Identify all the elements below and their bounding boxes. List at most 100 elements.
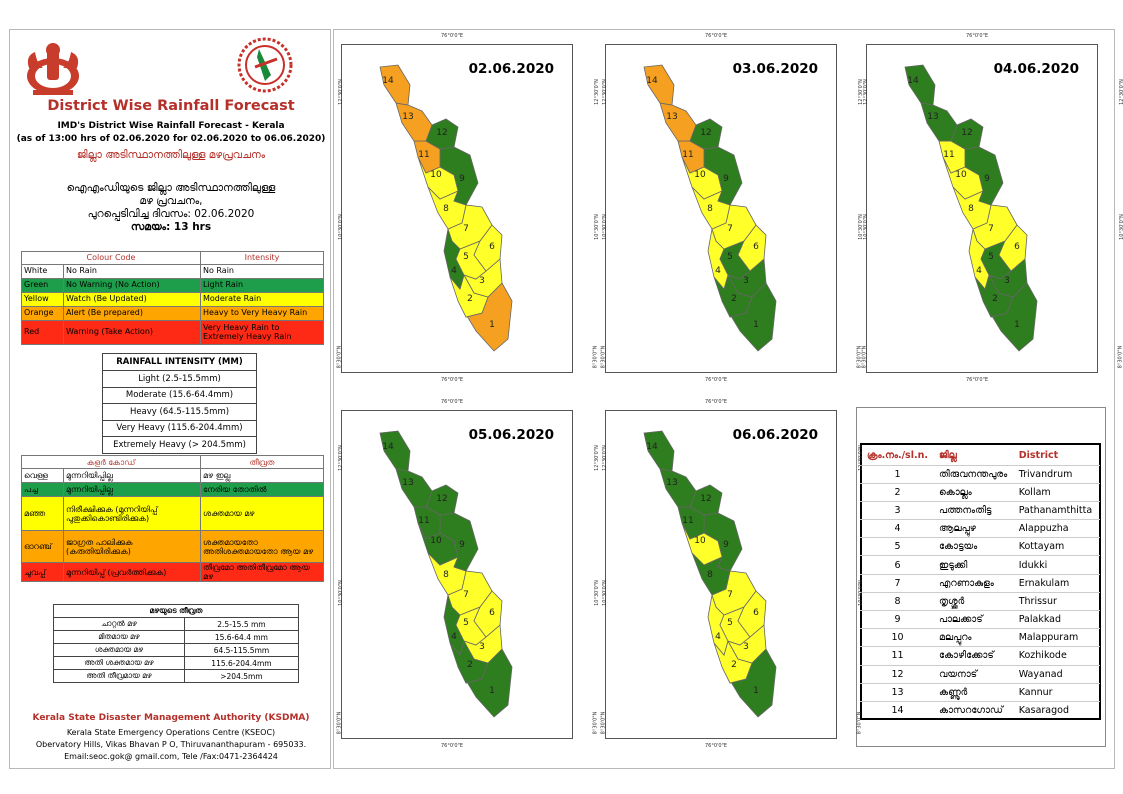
mal-district-name: കൊല്ലം [935,482,1015,502]
district-name: Idukki [1014,555,1100,575]
district-number-label: 10 [955,170,967,180]
district-number-label: 10 [430,536,442,546]
district-number-label: 14 [646,442,658,452]
district-number-label: 13 [666,478,677,488]
latitude-label: 8°30'0"N [1117,345,1123,369]
sl-no: 10 [860,628,935,647]
district-number-label: 11 [418,516,429,526]
colour-intensity: മഴ ഇല്ല [200,468,324,483]
table-row: 1 തിരുവനന്തപുരം Trivandrum [860,464,1100,484]
colour-meaning: മുന്നറിയിപ്പില്ല [63,468,201,483]
district-number-label: 12 [436,494,447,504]
colour-name: Yellow [21,292,64,307]
table-row: ശക്തമായ മഴ 64.5-115.5mm [53,643,300,657]
mal-colour-header: കളർ കോഡ് [21,455,201,469]
colour-code-table: Colour Code Intensity White No Rain No Rai… [21,251,324,345]
malayalam-colour-table: കളർ കോഡ് തീവ്രത വെള്ള മുന്നറിയിപ്പില്ല മഴ … [21,455,324,582]
latitude-label: 12°30'0"N [593,445,600,471]
sl-no: 8 [860,591,935,611]
table-row: Red Warning (Take Action) Very Heavy Rain … [21,320,324,345]
table-row: ഓറഞ്ച് ജാഗ്രത പാലിക്കുക (കരുതിയിരിക്കുക) ശ… [21,530,324,563]
latitude-label: 8°30'0"N [336,345,343,369]
colour-name: മഞ്ഞ [21,496,64,531]
colour-intensity: No Rain [200,264,324,279]
latitude-label: 10°30'0"N [593,580,600,606]
colour-meaning: No Warning (No Action) [63,278,201,293]
district-name: Kannur [1014,682,1100,702]
forecast-subtitle: IMD's District Wise Rainfall Forecast - … [10,120,332,146]
district-number-label: 14 [382,442,394,452]
district-number-label: 8 [443,204,449,214]
colour-name: ഓറഞ്ച് [21,530,64,563]
page-title: District Wise Rainfall Forecast [47,98,295,114]
table-row: 7 എറണാകുളം Ernakulam [860,573,1100,593]
table-row: 10 മലപ്പുറം Malappuram [860,628,1100,647]
intensity-row: Moderate (15.6-64.4mm) [102,386,257,404]
table-row: 2 കൊല്ലം Kollam [860,482,1100,502]
intensity-label: ചാറ്റൽ മഴ [53,617,185,631]
colour-intensity: Heavy to Very Heavy Rain [200,306,324,321]
table-row: Moderate (15.6-64.4mm) [102,386,257,404]
district-number-label: 10 [694,170,706,180]
intensity-label: മിതമായ മഴ [53,630,185,644]
district-number-label: 2 [467,294,473,304]
district-number-label: 4 [715,632,721,642]
district-number-label: 4 [976,266,982,276]
district-table: ക്രം.നം./sl.n. ജില്ല District 1 തിരുവനന്ത… [860,447,1100,720]
sl-no: 4 [860,519,935,538]
malayalam-issue-info: ഐഎംഡിയുടെ ജില്ലാ അടിസ്ഥാനത്തിലുള്ള മഴ പ്… [10,182,332,234]
district-14-region [379,430,411,472]
forecast-subtitle-line2: (as of 13:00 hrs of 02.06.2020 for 02.06… [16,134,326,144]
sl-no-header: ക്രം.നം./sl.n. [867,450,928,462]
district-13-region [395,468,433,508]
latitude-label: 12°30'0"N [601,79,608,105]
colour-name: ചുവപ്പ് [21,562,64,582]
table-row: 9 പാലക്കാട് Palakkad [860,609,1100,629]
table-row: Green No Warning (No Action) Light Rain [21,278,324,293]
intensity-row: Light (2.5-15.5mm) [102,370,257,388]
district-number-label: 2 [731,660,737,670]
table-row: Extremely Heavy (> 204.5mm) [102,436,257,454]
colour-meaning: മുന്നറിയിപ്പ് (പ്രവർത്തിക്കുക) [63,562,201,582]
district-number-label: 12 [700,128,711,138]
latitude-label: 12°30'0"N [862,79,869,105]
footer-org: Kerala State Disaster Management Authori… [32,713,310,723]
colour-intensity: Moderate Rain [200,292,324,307]
mal-district-name: മലപ്പുറം [935,628,1015,647]
issue-line1: ഐഎംഡിയുടെ ജില്ലാ അടിസ്ഥാനത്തിലുള്ള [66,182,276,194]
latitude-label: 12°30'0"N [857,445,864,471]
district-name: Malappuram [1014,628,1100,647]
map-date: 05.06.2020 [468,427,554,443]
mal-intensity-title: മഴയുടെ തീവ്രത [53,604,299,618]
district-number-label: 1 [753,320,759,330]
district-number-label: 8 [968,204,974,214]
district-number-label: 5 [463,618,469,628]
longitude-label-bottom: 76°0'0"E [705,743,728,749]
district-number-label: 11 [682,516,693,526]
colour-meaning: ജാഗ്രത പാലിക്കുക (കരുതിയിരിക്കുക) [63,530,201,563]
table-row: വെള്ള മുന്നറിയിപ്പില്ല മഴ ഇല്ല [21,468,324,483]
colour-name: Red [21,320,64,345]
issue-date: പുറപ്പെടിവിച്ച ദിവസം: 02.06.2020 [87,208,255,220]
longitude-label-top: 76°0'0"E [705,399,728,405]
district-13-region [659,468,697,508]
district-name: Kozhikode [1014,646,1100,666]
district-number-label: 3 [743,276,749,286]
latitude-label: 10°30'0"N [337,580,344,606]
district-number-label: 14 [646,76,658,86]
table-header: കളർ കോഡ് തീവ്രത [21,455,324,469]
forecast-subtitle-line1: IMD's District Wise Rainfall Forecast - … [57,121,285,131]
district-number-label: 9 [459,540,465,550]
district-number-label: 3 [743,642,749,652]
map-date: 06.06.2020 [732,427,818,443]
district-number-label: 6 [753,242,759,252]
latitude-label: 8°30'0"N [592,711,599,735]
latitude-label: 8°30'0"N [600,711,607,735]
issue-line2: മഴ പ്രവചനം, [139,195,203,207]
intensity-header: Intensity [200,251,324,265]
colour-code-header: Colour Code [21,251,201,265]
mal-district-name: ഇടുക്കി [935,555,1015,575]
district-name: Wayanad [1014,664,1100,684]
longitude-label-top: 76°0'0"E [705,33,728,39]
district-number-label: 10 [430,170,442,180]
